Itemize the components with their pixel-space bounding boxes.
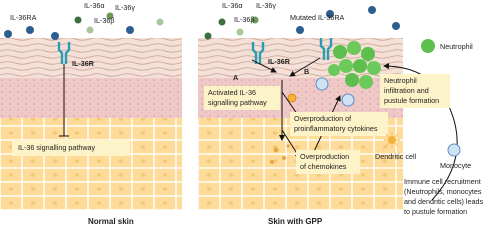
note: to pustule formation (404, 207, 467, 216)
chemokine-dots (270, 144, 290, 164)
receptor-label: IL-36R (72, 59, 95, 68)
shape (286, 144, 290, 148)
receptor-label: IL-36R (268, 57, 291, 66)
text-box (296, 150, 360, 174)
il36-ligand (236, 28, 244, 36)
infiltration-label: pustule formation (384, 96, 439, 105)
legend-label: Dendritic cell (375, 152, 417, 161)
shape (367, 61, 381, 75)
label: IL-36β (234, 15, 255, 24)
label: IL-36RA (10, 13, 37, 22)
legend-label: Neutrophil (440, 42, 473, 51)
shape (328, 64, 340, 76)
il36ra-molecule (4, 30, 12, 38)
note: and dendritic cells) leads (404, 197, 484, 206)
shape (384, 132, 400, 148)
shape (361, 47, 375, 61)
il36-ligand (156, 18, 164, 26)
note: Immune cell recruitment (404, 177, 481, 186)
shape (345, 73, 359, 87)
infiltration-label: Neutrophil (384, 76, 417, 85)
shape (353, 59, 367, 73)
inhibition-line (59, 64, 69, 137)
text-box (380, 74, 450, 108)
shape (359, 75, 373, 89)
il36-ligand (74, 16, 82, 24)
arrow (289, 57, 321, 77)
infiltration-label: infiltration and (384, 86, 429, 95)
chemokines-label: Overproduction (300, 152, 349, 161)
pathway-label: IL-36 signalling pathway (18, 143, 96, 152)
legend-monocyte (447, 143, 461, 157)
monocyte-cell (341, 93, 355, 107)
shape (333, 45, 347, 59)
route-label: A (233, 73, 238, 82)
text-box (12, 140, 130, 156)
label: IL-36α (222, 1, 243, 10)
dendritic-cell (287, 93, 297, 103)
il36-ligand (251, 16, 259, 24)
il36-ligand (204, 32, 212, 40)
cell-layer (0, 118, 182, 210)
activated-label: signalling pathway (208, 98, 267, 107)
text-box (290, 112, 388, 136)
right-ligands (204, 6, 400, 40)
left-skin (0, 38, 182, 210)
left-ligands (4, 12, 164, 40)
il36ra-molecule (26, 26, 34, 34)
shape (282, 156, 286, 160)
legend-label: Monocyte (440, 161, 471, 170)
text-box (204, 86, 280, 110)
caption: Skin with GPP (268, 217, 323, 226)
label: Mutated IL-36RA (290, 13, 345, 22)
label: IL-36γ (256, 1, 276, 10)
route-label: B (304, 67, 309, 76)
mutated-il36ra (392, 22, 400, 30)
note: (Neutrophils, monocytes (404, 187, 482, 196)
cytokines-label: Overproduction of (294, 114, 351, 123)
il36ra-molecule (126, 26, 134, 34)
shape (347, 41, 361, 55)
il36-ligand (218, 18, 226, 26)
legend-neutrophil (421, 39, 435, 53)
label: IL-36α (84, 1, 105, 10)
cytokines-label: proinflammatory cytokines (294, 124, 378, 133)
dermal-layer (0, 78, 182, 118)
il36ra-molecule (51, 32, 59, 40)
shape (273, 147, 279, 153)
il36-ligand (86, 26, 94, 34)
stratum-corneum (0, 38, 182, 78)
mutated-il36ra (326, 10, 334, 18)
neutrophil-cluster (328, 41, 381, 89)
shape (339, 59, 353, 73)
activated-label: Activated IL-36 (208, 88, 256, 97)
label: IL-36β (94, 16, 115, 25)
mutated-il36ra (368, 6, 376, 14)
caption: Normal skin (88, 217, 134, 226)
shape (270, 160, 274, 164)
diagram: IL-36RA IL-36α IL-36γ IL-36β IL-36R IL-3… (0, 1, 484, 226)
legend-dendritic (384, 132, 400, 148)
il36-ligand (106, 12, 114, 20)
mutated-il36ra (296, 26, 304, 34)
arrow (251, 59, 277, 73)
chemokines-label: of chemokines (300, 162, 347, 171)
monocyte-cell (315, 77, 329, 91)
label: IL-36γ (115, 3, 135, 12)
